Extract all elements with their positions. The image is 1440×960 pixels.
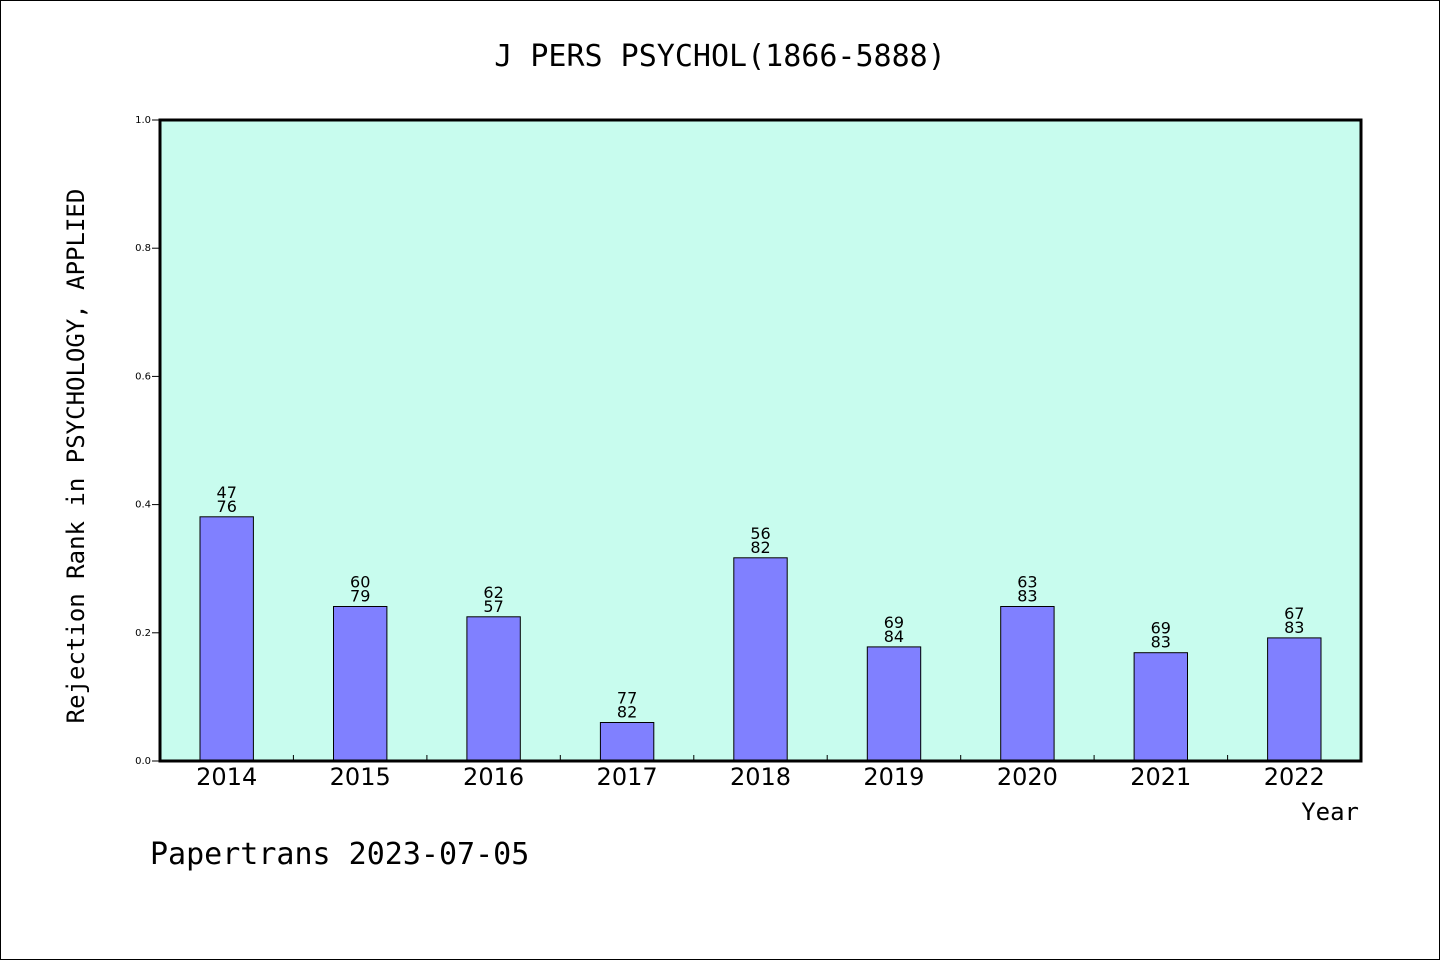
bar-label-top-2019: 69 (884, 613, 904, 632)
bars-group (199, 516, 1322, 762)
bar-2021 (1133, 652, 1188, 762)
bar-label-bottom-2018: 82 (750, 538, 770, 557)
bar-label-bottom-2016: 57 (483, 597, 503, 616)
x-tick-label-2018: 2018 (730, 763, 791, 791)
y-tick-label: 0.4 (135, 500, 151, 511)
bar-label-top-2015: 60 (350, 573, 370, 592)
bar-label-bottom-2022: 83 (1284, 618, 1304, 637)
x-tick-label-2015: 2015 (330, 763, 391, 791)
y-tick-label: 0.2 (135, 628, 151, 639)
y-axis-ticks: 0.0 0.2 0.4 0.6 0.8 1.0 (135, 115, 160, 767)
bar-label-bottom-2017: 82 (617, 703, 637, 722)
y-tick-label: 0.0 (135, 756, 151, 767)
x-tick-label-2021: 2021 (1130, 763, 1191, 791)
bar-2018 (733, 557, 788, 762)
x-tick-label-2020: 2020 (997, 763, 1058, 791)
bar-label-top-2021: 69 (1151, 619, 1171, 638)
y-axis-label: Rejection Rank in PSYCHOLOGY, APPLIED (62, 189, 90, 724)
x-axis-ticks: 2014 2015 2016 2017 2018 2019 2020 2021 2022 (196, 755, 1325, 791)
x-axis-label: Year (1301, 798, 1359, 826)
x-tick-label-2016: 2016 (463, 763, 524, 791)
chart-title: J PERS PSYCHOL(1866-5888) (494, 39, 946, 74)
bar-2015 (333, 606, 388, 762)
bar-label-top-2018: 56 (750, 524, 770, 543)
bar-2014 (199, 516, 254, 762)
bar-label-top-2016: 62 (483, 583, 503, 602)
x-tick-label-2017: 2017 (597, 763, 658, 791)
bar-label-bottom-2019: 84 (884, 627, 904, 646)
bar-label-bottom-2015: 79 (350, 587, 370, 606)
x-tick-label-2014: 2014 (196, 763, 257, 791)
x-tick-label-2022: 2022 (1264, 763, 1325, 791)
bar-2022 (1267, 637, 1322, 762)
bar-2019 (866, 646, 922, 762)
x-tick-label-2019: 2019 (863, 763, 924, 791)
y-tick-label: 0.8 (135, 243, 151, 254)
plot-border (158, 118, 1363, 763)
bar-label-top-2014: 47 (217, 483, 237, 502)
bar-2020 (1000, 606, 1055, 762)
bar-label-bottom-2020: 83 (1017, 587, 1037, 606)
bar-label-top-2020: 63 (1017, 573, 1037, 592)
footer-credit: Papertrans 2023-07-05 (150, 837, 529, 872)
bar-label-bottom-2014: 76 (217, 497, 237, 516)
bar-2016 (466, 616, 521, 762)
bar-label-top-2022: 67 (1284, 604, 1304, 623)
bar-label-bottom-2021: 83 (1151, 633, 1171, 652)
y-tick-label: 1.0 (135, 115, 151, 126)
bar-label-top-2017: 77 (617, 689, 637, 708)
bar-2017 (599, 722, 655, 762)
y-tick-label: 0.6 (135, 371, 151, 382)
